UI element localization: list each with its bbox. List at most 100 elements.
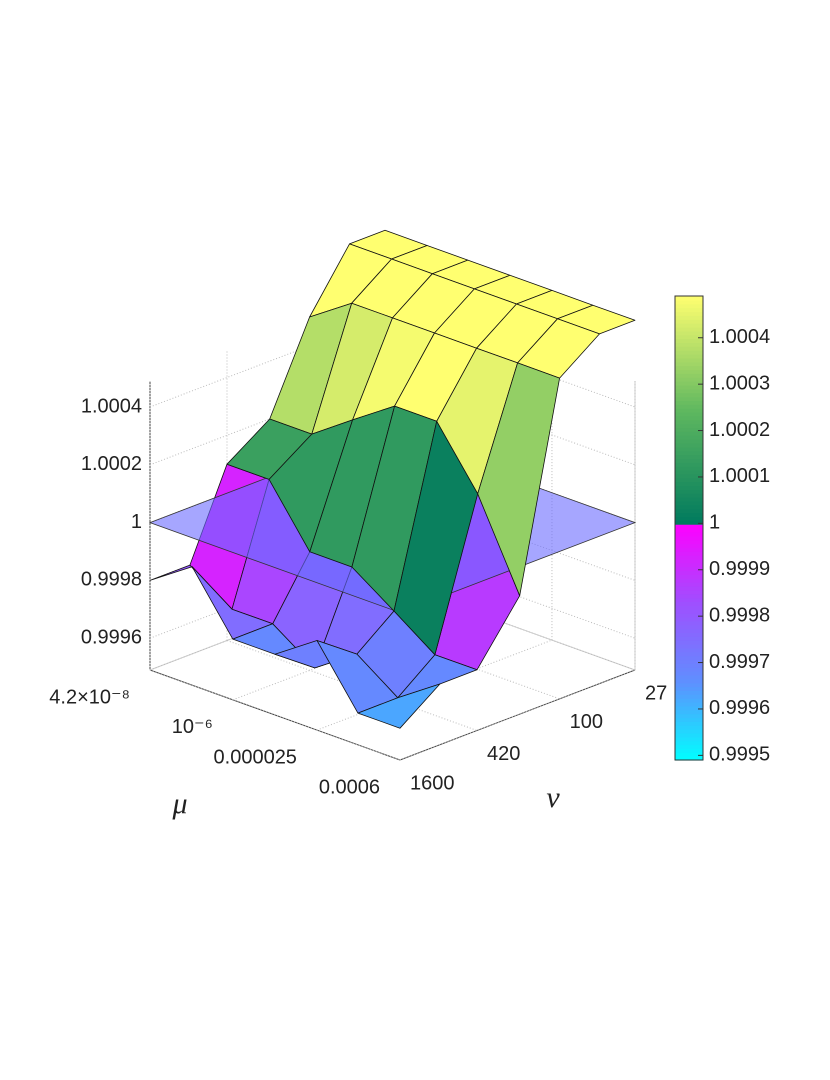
colorbar-cell [675, 415, 703, 421]
colorbar-cell [675, 593, 703, 599]
colorbar-cell [675, 470, 703, 475]
colorbar-cell [675, 473, 703, 479]
colorbar-cell [675, 632, 703, 637]
colorbar-cell [675, 346, 703, 351]
colorbar-cell [675, 392, 703, 398]
colorbar-cell [675, 442, 703, 448]
colorbar-cell [675, 605, 703, 610]
colorbar-tick-label: 1.0003 [709, 372, 770, 394]
colorbar-cell [675, 497, 703, 502]
colorbar-cell [675, 477, 703, 483]
colorbar-cell [675, 303, 703, 309]
colorbar-cell [675, 678, 703, 684]
colorbar-cell [675, 636, 703, 641]
colorbar-cell [675, 702, 703, 707]
colorbar-cell [675, 555, 703, 560]
colorbar-tick-label: 0.9995 [709, 744, 770, 766]
colorbar-frame [674, 295, 704, 761]
colorbar-cell [675, 721, 703, 726]
surface-face [357, 683, 441, 729]
grid-line [149, 669, 401, 761]
colorbar-tick-label: 0.9996 [709, 697, 770, 719]
colorbar-cell [675, 736, 703, 742]
colorbar-cell [675, 528, 703, 533]
colorbar-cell [675, 578, 703, 583]
colorbar-cell [675, 427, 703, 432]
colorbar-cell [675, 524, 703, 529]
colorbar-cell [675, 558, 703, 564]
colorbar-cell [675, 458, 703, 463]
colorbar-cell [675, 319, 703, 324]
z-tick-label: 0.9996 [81, 626, 142, 648]
colorbar-cell [675, 744, 703, 749]
colorbar-cell [675, 725, 703, 730]
colorbar-cell [675, 732, 703, 738]
colorbar-tick-label: 1.0001 [709, 465, 770, 487]
colorbar-cell [675, 454, 703, 459]
colorbar-cell [675, 388, 703, 394]
colorbar-cell [675, 485, 703, 490]
colorbar-cell [675, 566, 703, 572]
colorbar-cell [675, 412, 703, 417]
colorbar-cell [675, 589, 703, 595]
colorbar-tick-label: 1.0002 [709, 419, 770, 441]
colorbar-cell [675, 655, 703, 661]
colorbar-cell [675, 756, 703, 761]
colorbar-cell [675, 543, 703, 548]
colorbar-cell [675, 562, 703, 568]
colorbar-cell [675, 752, 703, 757]
colorbar-cell [675, 520, 703, 525]
x-axis-label: μ [171, 787, 187, 820]
colorbar-cell [675, 439, 703, 444]
colorbar-tick-label: 0.9999 [709, 558, 770, 580]
colorbar-cell [675, 740, 703, 746]
colorbar-tick-label: 1 [709, 512, 720, 534]
colorbar-cell [675, 350, 703, 355]
colorbar-cell [675, 508, 703, 514]
colorbar-cell [675, 450, 703, 456]
colorbar-cell [675, 616, 703, 622]
colorbar-cell [675, 423, 703, 429]
colorbar-cell [675, 384, 703, 390]
colorbar-cell [675, 500, 703, 506]
colorbar-cell [675, 698, 703, 703]
colorbar-cell [675, 323, 703, 328]
colorbar-cell [675, 396, 703, 401]
colorbar-cell [675, 435, 703, 440]
colorbar-cell [675, 713, 703, 719]
z-tick-label: 1.0002 [81, 453, 142, 475]
colorbar-cell [675, 647, 703, 653]
colorbar-cell [675, 613, 703, 618]
colorbar-cell [675, 516, 703, 521]
x-tick-label: 10⁻⁶ [172, 716, 213, 738]
colorbar-tick-label: 0.9998 [709, 604, 770, 626]
colorbar-cell [675, 512, 703, 517]
colorbar-cell [675, 748, 703, 753]
colorbar-cell [675, 686, 703, 691]
colorbar-cell [675, 682, 703, 688]
colorbar-cell [675, 299, 703, 305]
colorbar-cell [675, 342, 703, 347]
colorbar-cell [675, 431, 703, 436]
colorbar-cell [675, 574, 703, 579]
colorbar-cell [675, 296, 703, 301]
colorbar-cell [675, 535, 703, 541]
surface-face [393, 420, 479, 656]
colorbar-cell [675, 334, 703, 340]
z-tick-label: 1 [131, 511, 142, 533]
colorbar-cell [675, 400, 703, 405]
colorbar-cell [675, 311, 703, 316]
colorbar-cell [675, 620, 703, 626]
colorbar-cell [675, 582, 703, 587]
colorbar-cell [675, 338, 703, 343]
colorbar-cell [675, 628, 703, 633]
colorbar-cell [675, 361, 703, 367]
colorbar-cell [675, 586, 703, 591]
colorbar-tick-label: 0.9997 [709, 651, 770, 673]
colorbar-cell [675, 365, 703, 371]
z-tick-label: 0.9998 [81, 569, 142, 591]
colorbar-tick-label: 1.0004 [709, 326, 770, 348]
colorbar-cell [675, 597, 703, 603]
colorbar-cell [675, 640, 703, 645]
